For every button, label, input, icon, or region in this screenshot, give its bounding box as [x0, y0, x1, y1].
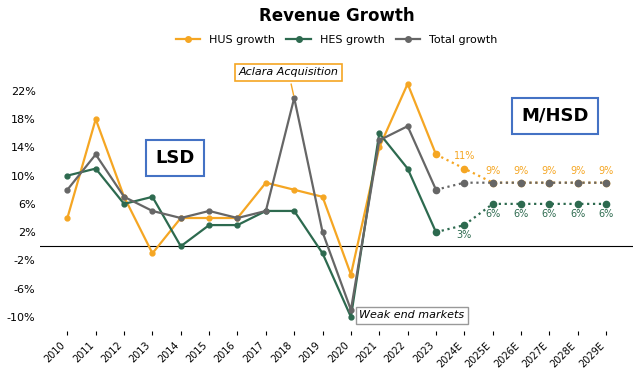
Legend: HUS growth, HES growth, Total growth: HUS growth, HES growth, Total growth [172, 30, 502, 50]
Text: 9%: 9% [485, 165, 500, 176]
Text: Aclara Acquisition: Aclara Acquisition [239, 67, 339, 95]
Text: M/HSD: M/HSD [522, 106, 589, 124]
Text: 9%: 9% [570, 165, 586, 176]
Text: 6%: 6% [570, 209, 586, 218]
Text: 3%: 3% [457, 230, 472, 240]
Text: 9%: 9% [598, 165, 614, 176]
Text: 9%: 9% [513, 165, 529, 176]
Text: 11%: 11% [454, 152, 475, 161]
Text: 6%: 6% [485, 209, 500, 218]
Text: LSD: LSD [156, 149, 195, 167]
Title: Revenue Growth: Revenue Growth [259, 7, 415, 25]
Text: 6%: 6% [598, 209, 614, 218]
Text: Weak end markets: Weak end markets [360, 311, 465, 320]
Text: 6%: 6% [542, 209, 557, 218]
Text: 6%: 6% [513, 209, 529, 218]
Text: 9%: 9% [542, 165, 557, 176]
